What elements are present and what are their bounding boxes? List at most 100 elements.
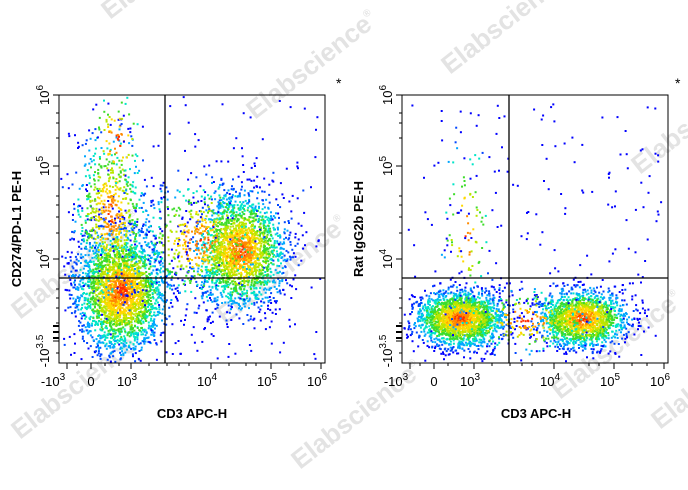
event-dot [124, 337, 126, 340]
event-dot [227, 270, 230, 273]
event-dot [119, 265, 122, 268]
event-dot [142, 296, 145, 299]
event-dot [88, 174, 91, 177]
event-dot [117, 173, 120, 176]
event-dot [66, 250, 69, 253]
event-dot [106, 284, 109, 287]
event-dot [250, 230, 253, 233]
event-dot [80, 256, 83, 259]
event-dot [228, 255, 231, 258]
event-dot [192, 267, 195, 270]
event-dot [123, 288, 126, 291]
event-dot [129, 313, 131, 315]
event-dot [107, 180, 110, 183]
event-dot [209, 293, 212, 296]
event-dot [101, 261, 104, 264]
event-dot [126, 181, 129, 184]
event-dot [105, 282, 108, 285]
event-dot [92, 287, 95, 290]
event-dot [112, 201, 115, 204]
event-dot [156, 293, 159, 296]
event-dot [93, 264, 96, 266]
event-dot [103, 252, 106, 255]
event-dot [239, 232, 242, 235]
event-dot [100, 304, 103, 307]
event-dot [165, 351, 168, 354]
event-dot [85, 292, 88, 295]
event-dot [145, 316, 148, 319]
event-dot [114, 239, 117, 242]
event-dot [147, 277, 150, 280]
event-dot [259, 254, 262, 257]
event-dot [268, 280, 271, 283]
event-dot [107, 296, 110, 299]
event-dot [235, 270, 238, 273]
event-dot [109, 299, 112, 302]
event-dot [240, 274, 243, 277]
event-dot [260, 293, 263, 296]
event-dot [161, 308, 164, 311]
event-dot [118, 255, 121, 258]
event-dot [125, 299, 128, 302]
event-dot [151, 248, 154, 251]
event-dot [214, 190, 217, 193]
event-dot [242, 232, 245, 235]
event-dot [264, 262, 267, 265]
event-dot [140, 333, 143, 336]
event-dot [111, 336, 113, 339]
event-dot [216, 247, 219, 250]
event-dot [231, 236, 234, 239]
event-dot [136, 283, 139, 285]
event-dot [132, 231, 135, 234]
event-dot [231, 302, 234, 305]
event-dot [225, 223, 228, 226]
event-dot [143, 260, 146, 263]
event-dot [233, 300, 235, 303]
event-dot [117, 267, 120, 270]
event-dot [149, 319, 152, 322]
event-dot [109, 223, 112, 226]
event-dot [257, 266, 260, 269]
event-dot [86, 207, 89, 210]
event-dot [98, 341, 101, 344]
event-dot [227, 222, 230, 225]
event-dot [77, 213, 80, 216]
event-dot [215, 300, 218, 303]
event-dot [84, 254, 87, 257]
event-dot [155, 299, 158, 302]
event-dot [130, 254, 133, 257]
event-dot [102, 309, 105, 312]
event-dot [103, 199, 106, 202]
event-dot [281, 278, 284, 281]
event-dot [95, 207, 98, 210]
event-dot [102, 281, 105, 284]
event-dot [92, 159, 95, 162]
event-dot [121, 274, 123, 277]
event-dot [99, 292, 102, 295]
event-dot [73, 274, 76, 277]
event-dot [117, 265, 120, 268]
event-dot [258, 249, 261, 252]
event-dot [101, 271, 104, 274]
event-dot [254, 247, 257, 250]
event-dot [130, 302, 133, 304]
event-dot [130, 227, 133, 230]
event-dot [126, 317, 129, 320]
event-dot [85, 139, 88, 142]
event-dot [109, 321, 111, 324]
event-dot [104, 206, 107, 209]
event-dot [125, 243, 128, 246]
event-dot [96, 264, 99, 267]
event-dot [131, 264, 134, 267]
event-dot [229, 234, 232, 237]
event-dot [130, 287, 132, 290]
event-dot [234, 301, 236, 304]
event-dot [106, 305, 109, 308]
event-dot [159, 294, 161, 296]
event-dot [120, 201, 123, 204]
event-dot [255, 301, 258, 304]
event-dot [254, 296, 257, 299]
event-dot [102, 227, 105, 230]
event-dot [93, 275, 96, 278]
event-dot [250, 228, 253, 231]
